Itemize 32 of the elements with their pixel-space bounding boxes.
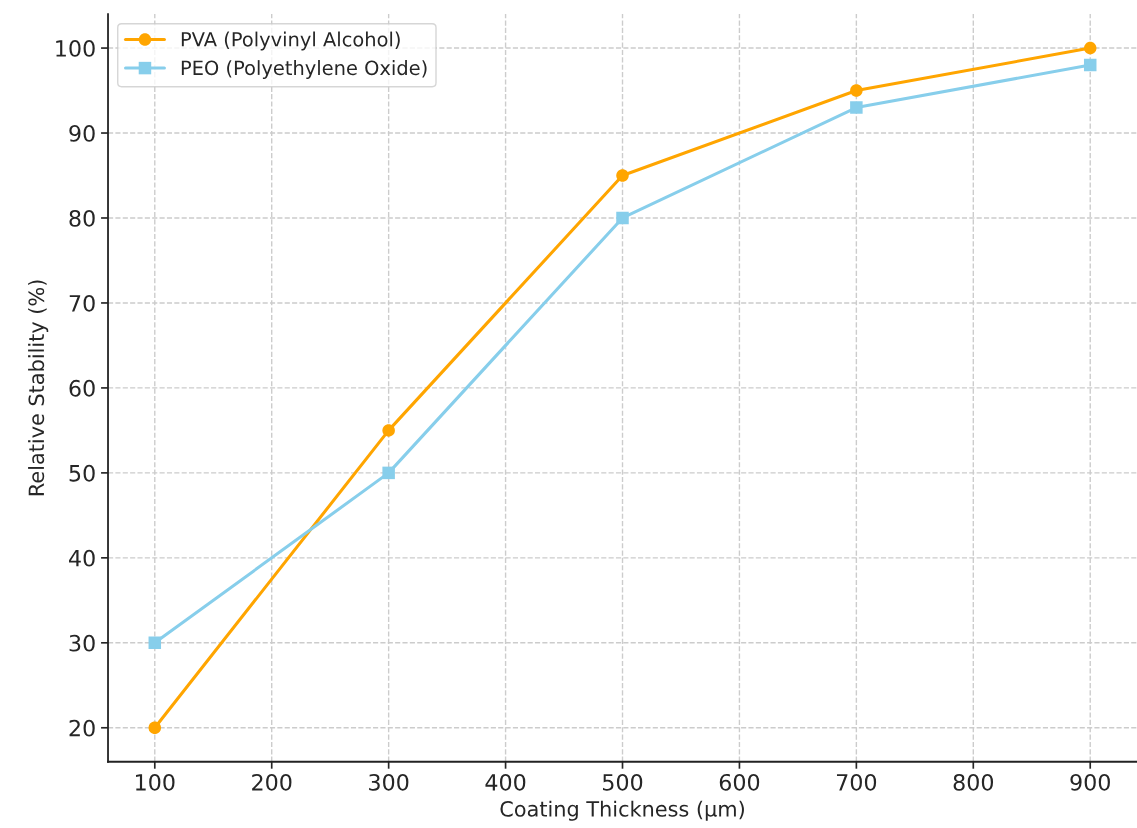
x-tick-label: 900 [1070, 773, 1110, 791]
x-tick-label: 600 [719, 773, 760, 791]
y-tick-label: 30 [69, 634, 95, 652]
legend-label: PEO (Polyethylene Oxide) [181, 60, 427, 79]
x-tick-label: 500 [603, 773, 643, 791]
point [148, 721, 162, 735]
point [616, 211, 629, 225]
y-axis-title: Relative Stability (%) [28, 280, 49, 496]
y-tick-label: 50 [69, 464, 95, 482]
x-tick-label: 400 [485, 773, 526, 791]
point [1083, 41, 1097, 55]
point [1083, 58, 1097, 72]
y-tick-label: 100 [56, 40, 95, 57]
x-tick-label: 200 [252, 773, 292, 791]
y-tick-label: 90 [69, 124, 95, 142]
x-tick-label: 300 [369, 773, 409, 791]
y-tick-label: 20 [69, 719, 95, 737]
y-tick-label: 80 [69, 209, 95, 227]
y-tick-label: 60 [69, 379, 95, 397]
point [616, 169, 629, 182]
x-axis-title: Coating Thickness (µm) [500, 800, 744, 821]
point [850, 101, 863, 114]
point [148, 636, 162, 650]
legend-label: PVA (Polyvinyl Alcohol) [181, 31, 400, 51]
point [382, 466, 395, 480]
y-tick-label: 70 [69, 294, 95, 312]
x-tick-label: 800 [953, 773, 994, 791]
point [382, 424, 395, 437]
point [850, 84, 863, 97]
x-tick-label: 700 [836, 773, 877, 791]
y-tick-label: 40 [69, 549, 95, 567]
x-tick-label: 100 [136, 773, 175, 791]
